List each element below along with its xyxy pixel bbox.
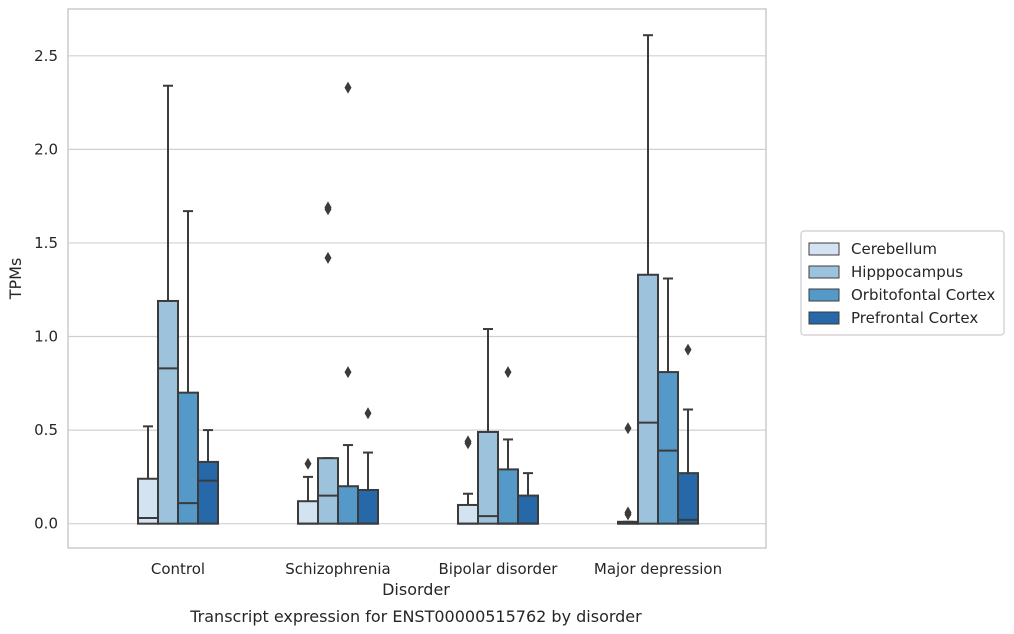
outlier-point bbox=[304, 457, 312, 470]
y-tick-label: 1.5 bbox=[34, 234, 58, 252]
plot-frame bbox=[67, 8, 767, 549]
box-iqr bbox=[177, 391, 199, 525]
outlier-point bbox=[504, 366, 512, 379]
y-tick-label: 1.0 bbox=[34, 328, 58, 346]
box-3-3 bbox=[677, 343, 699, 525]
box-3-0 bbox=[617, 422, 639, 525]
box-iqr bbox=[677, 472, 699, 525]
box-1-1 bbox=[317, 201, 339, 525]
legend-swatch bbox=[808, 242, 840, 256]
box-series bbox=[137, 34, 699, 525]
box-iqr bbox=[457, 503, 479, 525]
box-0-2 bbox=[177, 210, 199, 525]
x-tick-label: Control bbox=[151, 560, 205, 578]
x-tick-label: Bipolar disorder bbox=[439, 560, 559, 578]
legend-swatch bbox=[808, 265, 840, 279]
outlier-point bbox=[364, 407, 372, 420]
outlier-point bbox=[464, 435, 472, 448]
y-tick-labels: 0.0 0.5 1.0 1.5 2.0 2.5 bbox=[34, 47, 58, 533]
legend-label: Hipppocampus bbox=[851, 263, 963, 281]
x-axis-title: Disorder bbox=[382, 580, 450, 599]
legend: Cerebellum Hipppocampus Orbitofontal Corte… bbox=[800, 230, 1005, 336]
y-axis-title: TPMs bbox=[6, 258, 25, 301]
box-1-0 bbox=[297, 457, 319, 525]
legend-frame bbox=[800, 230, 1005, 336]
y-tick-label: 2.0 bbox=[34, 140, 58, 158]
box-1-3 bbox=[357, 407, 379, 525]
box-2-3 bbox=[517, 472, 539, 525]
legend-label: Orbitofontal Cortex bbox=[851, 286, 995, 304]
legend-swatch bbox=[808, 288, 840, 302]
box-2-0 bbox=[457, 435, 479, 525]
outlier-point bbox=[624, 422, 632, 435]
outlier-point bbox=[624, 506, 632, 519]
box-0-0 bbox=[137, 425, 159, 525]
chart-caption: Transcript expression for ENST0000051576… bbox=[189, 607, 642, 626]
legend-label: Cerebellum bbox=[851, 240, 937, 258]
box-iqr bbox=[637, 273, 659, 525]
box-iqr bbox=[497, 468, 519, 525]
x-tick-label: Major depression bbox=[594, 560, 722, 578]
box-iqr bbox=[657, 371, 679, 525]
box-iqr bbox=[137, 477, 159, 525]
x-tick-label: Schizophrenia bbox=[285, 560, 390, 578]
y-tick-label: 2.5 bbox=[34, 47, 58, 65]
outlier-point bbox=[344, 366, 352, 379]
box-iqr bbox=[197, 460, 219, 525]
box-iqr bbox=[357, 488, 379, 525]
legend-label: Prefrontal Cortex bbox=[851, 309, 978, 327]
legend-swatch bbox=[808, 311, 840, 325]
box-iqr bbox=[157, 299, 179, 525]
outlier-point bbox=[324, 251, 332, 264]
box-iqr bbox=[337, 485, 359, 525]
outlier-point bbox=[344, 81, 352, 94]
x-tick-labels: Control Schizophrenia Bipolar disorder Majo… bbox=[151, 560, 722, 578]
box-iqr bbox=[297, 500, 319, 525]
box-0-3 bbox=[197, 429, 219, 525]
y-tick-label: 0.0 bbox=[34, 515, 58, 533]
box-iqr bbox=[517, 494, 539, 525]
box-iqr bbox=[317, 457, 339, 525]
box-iqr bbox=[477, 430, 499, 525]
outlier-point bbox=[324, 201, 332, 214]
outlier-point bbox=[684, 343, 692, 356]
y-tick-label: 0.5 bbox=[34, 421, 58, 439]
box-3-2 bbox=[657, 277, 679, 525]
